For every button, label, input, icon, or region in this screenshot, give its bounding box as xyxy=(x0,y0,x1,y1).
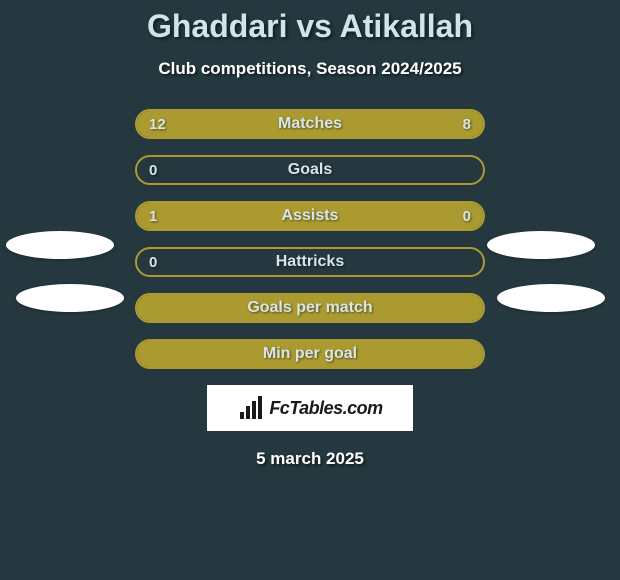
stat-fill-full xyxy=(137,295,483,321)
stat-value-left: 0 xyxy=(149,157,157,183)
stat-value-left: 0 xyxy=(149,249,157,275)
page-title: Ghaddari vs Atikallah xyxy=(0,8,620,45)
stat-value-right: 8 xyxy=(463,111,471,137)
player-left-photo-1 xyxy=(6,231,114,259)
stat-row-matches: 12 8 Matches xyxy=(135,109,485,139)
fctables-logo: FcTables.com xyxy=(207,385,413,431)
chart-area: 12 8 Matches 0 Goals 1 0 Assists 0 Hattr… xyxy=(0,109,620,469)
snapshot-date: 5 march 2025 xyxy=(0,449,620,469)
stat-label: Goals xyxy=(137,157,483,183)
stat-value-left: 12 xyxy=(149,111,166,137)
player-right-photo-2 xyxy=(497,284,605,312)
stat-row-min-per-goal: Min per goal xyxy=(135,339,485,369)
stat-fill-left xyxy=(137,111,345,137)
stat-fill-left xyxy=(137,203,400,229)
stat-fill-full xyxy=(137,341,483,367)
stat-row-goals: 0 Goals xyxy=(135,155,485,185)
page-subtitle: Club competitions, Season 2024/2025 xyxy=(0,59,620,79)
stat-label: Hattricks xyxy=(137,249,483,275)
comparison-infographic: Ghaddari vs Atikallah Club competitions,… xyxy=(0,0,620,580)
player-left-photo-2 xyxy=(16,284,124,312)
stat-row-hattricks: 0 Hattricks xyxy=(135,247,485,277)
stat-value-right: 0 xyxy=(463,203,471,229)
logo-text: FcTables.com xyxy=(269,398,382,419)
player-right-photo-1 xyxy=(487,231,595,259)
stat-row-goals-per-match: Goals per match xyxy=(135,293,485,323)
stat-value-left: 1 xyxy=(149,203,157,229)
bar-chart-icon xyxy=(237,394,265,422)
stat-row-assists: 1 0 Assists xyxy=(135,201,485,231)
